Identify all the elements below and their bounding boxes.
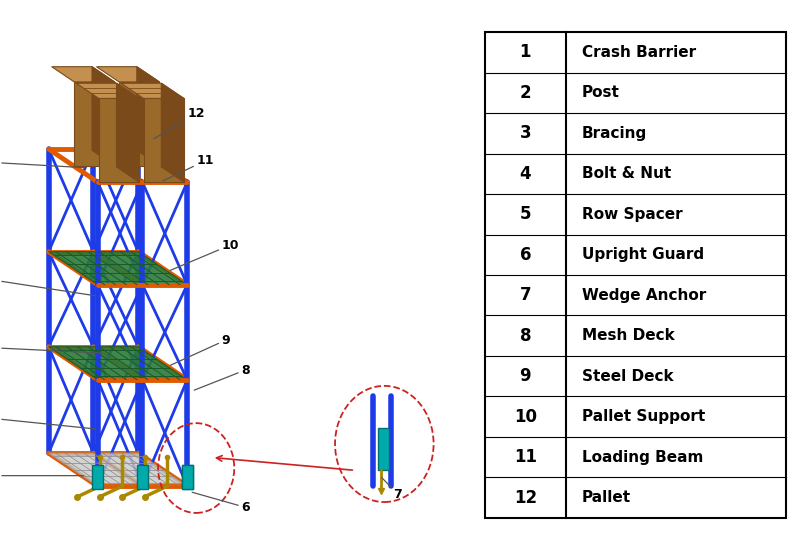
Polygon shape <box>119 82 159 166</box>
Text: Crash Barrier: Crash Barrier <box>582 45 696 60</box>
Polygon shape <box>49 453 187 486</box>
Text: 10: 10 <box>514 408 537 426</box>
Text: 3: 3 <box>0 342 102 354</box>
Text: 11: 11 <box>514 448 537 466</box>
FancyBboxPatch shape <box>137 465 148 489</box>
Polygon shape <box>76 83 139 98</box>
Text: 8: 8 <box>520 327 531 345</box>
Text: 12: 12 <box>514 488 537 507</box>
Text: 10: 10 <box>170 239 239 271</box>
Text: Loading Beam: Loading Beam <box>582 450 703 465</box>
FancyBboxPatch shape <box>182 465 193 489</box>
Polygon shape <box>143 98 184 182</box>
Text: 2: 2 <box>519 84 531 102</box>
Text: Upright Guard: Upright Guard <box>582 248 704 262</box>
Polygon shape <box>52 67 114 82</box>
Text: 2: 2 <box>0 412 95 429</box>
Text: Steel Deck: Steel Deck <box>582 368 674 384</box>
Text: Post: Post <box>582 85 620 100</box>
Text: Bolt & Nut: Bolt & Nut <box>582 166 671 182</box>
FancyBboxPatch shape <box>92 465 103 489</box>
Text: 6: 6 <box>520 246 531 264</box>
Text: 8: 8 <box>194 364 250 390</box>
Polygon shape <box>49 346 187 380</box>
Polygon shape <box>92 67 114 166</box>
Polygon shape <box>98 98 139 182</box>
Polygon shape <box>117 83 139 182</box>
Polygon shape <box>378 428 389 470</box>
Text: 7: 7 <box>382 477 402 500</box>
Text: 12: 12 <box>154 107 205 139</box>
Text: 4: 4 <box>519 165 531 183</box>
Polygon shape <box>74 82 114 166</box>
Text: Pallet Support: Pallet Support <box>582 409 706 424</box>
Text: 7: 7 <box>519 286 531 304</box>
Text: 9: 9 <box>519 367 531 385</box>
Text: 6: 6 <box>192 492 250 514</box>
Text: 1: 1 <box>0 469 84 482</box>
Text: 9: 9 <box>170 334 230 365</box>
Text: 4: 4 <box>0 274 95 296</box>
Text: Mesh Deck: Mesh Deck <box>582 328 674 343</box>
Polygon shape <box>49 252 187 285</box>
Polygon shape <box>162 83 184 182</box>
Text: 11: 11 <box>163 155 214 181</box>
Polygon shape <box>121 83 184 98</box>
Text: 1: 1 <box>520 43 531 62</box>
Text: 5: 5 <box>0 156 85 169</box>
Text: 3: 3 <box>519 124 531 142</box>
Text: Bracing: Bracing <box>582 126 647 141</box>
Text: 5: 5 <box>520 205 531 223</box>
Polygon shape <box>97 67 159 82</box>
Text: Wedge Anchor: Wedge Anchor <box>582 288 706 303</box>
FancyBboxPatch shape <box>182 465 193 489</box>
Text: Pallet: Pallet <box>582 490 631 505</box>
Polygon shape <box>137 67 159 166</box>
Text: Row Spacer: Row Spacer <box>582 207 682 222</box>
